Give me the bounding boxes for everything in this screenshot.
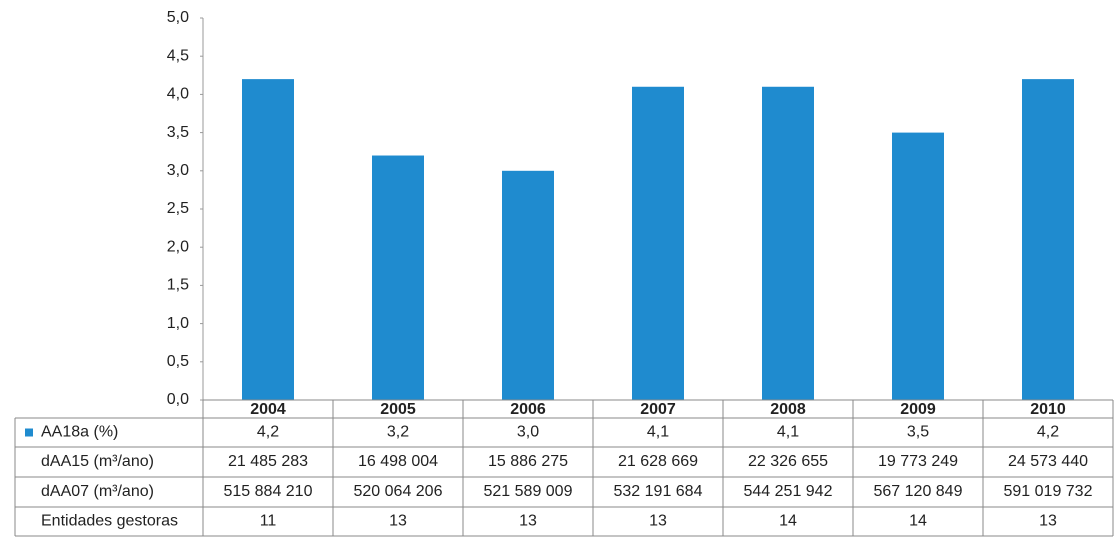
table-cell: 14 [779, 513, 797, 530]
row-label: Entidades gestoras [41, 513, 178, 530]
bar [242, 79, 294, 401]
table-cell: 24 573 440 [1008, 453, 1088, 470]
row-label: dAA15 (m³/ano) [41, 453, 154, 470]
table-cell: 16 498 004 [358, 453, 438, 470]
table-cell: 21 485 283 [228, 453, 308, 470]
table-cell: 13 [389, 513, 407, 530]
y-tick-label: 1,0 [167, 315, 189, 332]
value-label: 3,5 [907, 424, 929, 441]
legend-label: AA18a (%) [41, 424, 118, 441]
bar [502, 170, 554, 400]
table-cell: 591 019 732 [1004, 483, 1093, 500]
y-tick-label: 0,0 [167, 391, 189, 408]
value-label: 4,2 [257, 424, 279, 441]
value-label: 4,1 [777, 424, 799, 441]
y-tick-label: 2,5 [167, 200, 189, 217]
table-cell: 521 589 009 [484, 483, 573, 500]
table-cell: 532 191 684 [614, 483, 703, 500]
table-cell: 515 884 210 [224, 483, 313, 500]
bar [762, 86, 814, 400]
table-cell: 11 [260, 513, 277, 530]
y-tick-label: 4,5 [167, 47, 189, 64]
y-tick-label: 1,5 [167, 277, 189, 294]
table-cell: 13 [649, 513, 667, 530]
x-tick-label: 2009 [900, 401, 936, 418]
bar [1022, 79, 1074, 401]
y-tick-label: 3,5 [167, 124, 189, 141]
table-cell: 13 [1039, 513, 1057, 530]
x-tick-label: 2008 [770, 401, 806, 418]
x-tick-label: 2004 [250, 401, 286, 418]
table-cell: 21 628 669 [618, 453, 698, 470]
table-cell: 13 [519, 513, 537, 530]
value-label: 4,1 [647, 424, 669, 441]
table-cell: 14 [909, 513, 927, 530]
y-tick-label: 5,0 [167, 9, 189, 26]
value-label: 3,2 [387, 424, 409, 441]
bar [892, 132, 944, 400]
bar [372, 155, 424, 400]
bar [632, 86, 684, 400]
x-tick-label: 2007 [640, 401, 676, 418]
y-tick-label: 4,0 [167, 86, 189, 103]
table-cell: 15 886 275 [488, 453, 568, 470]
x-tick-label: 2005 [380, 401, 416, 418]
legend-marker [25, 428, 33, 437]
table-cell: 567 120 849 [874, 483, 963, 500]
x-tick-label: 2010 [1030, 401, 1066, 418]
table-cell: 22 326 655 [748, 453, 828, 470]
table-cell: 544 251 942 [744, 483, 833, 500]
row-label: dAA07 (m³/ano) [41, 483, 154, 500]
x-tick-label: 2006 [510, 401, 546, 418]
value-label: 3,0 [517, 424, 539, 441]
y-tick-label: 2,0 [167, 238, 189, 255]
y-tick-label: 3,0 [167, 162, 189, 179]
y-tick-label: 0,5 [167, 353, 189, 370]
table-cell: 19 773 249 [878, 453, 958, 470]
value-label: 4,2 [1037, 424, 1059, 441]
table-cell: 520 064 206 [354, 483, 443, 500]
